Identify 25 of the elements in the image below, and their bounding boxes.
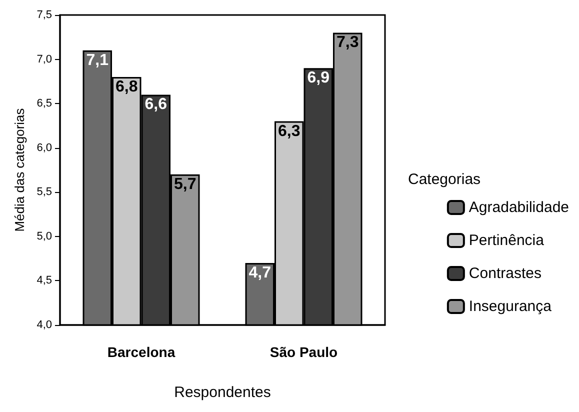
legend-label: Agradabilidade xyxy=(468,199,569,216)
x-tick-label: São Paulo xyxy=(270,344,338,360)
data-label: 6,8 xyxy=(116,78,138,96)
y-tick-label: 6,0 xyxy=(36,142,52,154)
y-tick-label: 5,5 xyxy=(36,186,52,198)
y-tick-label: 4,5 xyxy=(36,274,52,287)
y-tick-label: 5,0 xyxy=(36,230,52,242)
x-axis-title: Respondentes xyxy=(174,384,271,401)
legend-label: Insegurança xyxy=(468,298,552,315)
data-label: 7,3 xyxy=(336,34,359,52)
y-tick-label: 4,0 xyxy=(36,319,52,331)
legend-label: Contrastes xyxy=(468,265,542,282)
legend-label: Pertinência xyxy=(468,232,545,249)
x-tick-label: Barcelona xyxy=(107,344,176,360)
y-axis-title: Média das categorias xyxy=(12,108,27,232)
y-tick-label: 7,5 xyxy=(36,9,52,21)
data-label: 6,3 xyxy=(278,122,300,140)
y-tick-label: 7,0 xyxy=(36,53,52,66)
data-label: 7,1 xyxy=(86,52,109,69)
legend-title: Categorias xyxy=(408,171,481,188)
data-label: 5,7 xyxy=(174,176,196,193)
data-label: 6,9 xyxy=(307,70,330,87)
data-label: 6,6 xyxy=(144,96,168,114)
y-tick-label: 6,5 xyxy=(36,98,52,110)
data-label: 4,7 xyxy=(248,264,272,282)
